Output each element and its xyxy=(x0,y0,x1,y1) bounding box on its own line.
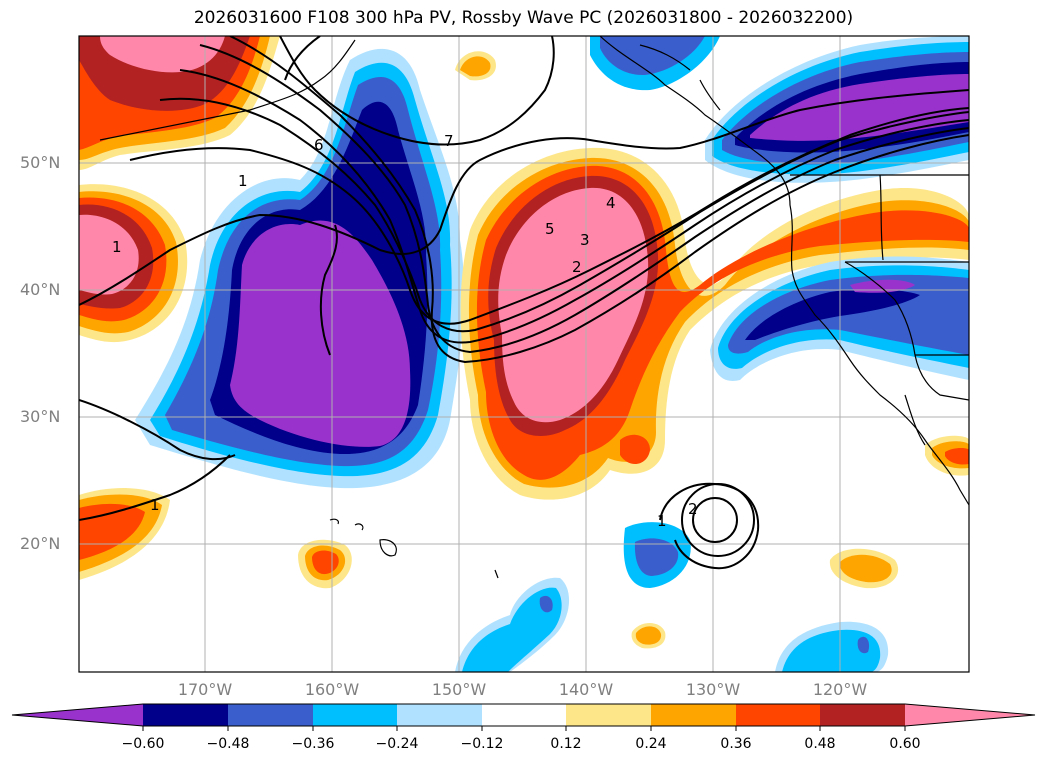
coastlines xyxy=(99,36,969,579)
colorbar-tick-label: 0.36 xyxy=(720,736,752,752)
lat-label-30n: 30°N xyxy=(20,407,61,426)
lat-label-20n: 20°N xyxy=(20,534,61,553)
lon-label-130w: 130°W xyxy=(685,680,741,699)
contour-label: 6 xyxy=(314,136,324,154)
map-title: 2026031600 F108 300 hPa PV, Rossby Wave … xyxy=(193,8,854,28)
lat-label-40n: 40°N xyxy=(20,280,61,299)
contour-label: 1 xyxy=(112,238,122,256)
contour-label: 4 xyxy=(606,194,616,212)
contour-label: 1 xyxy=(150,496,160,514)
contour-labels: 1 1 1 7 6 5 4 3 2 2 1 xyxy=(112,132,698,530)
contour-label: 2 xyxy=(688,500,698,518)
lon-label-160w: 160°W xyxy=(304,680,360,699)
colorbar-tick-label: 0.60 xyxy=(889,736,921,752)
map-frame xyxy=(78,35,970,673)
lon-label-140w: 140°W xyxy=(558,680,614,699)
north-america-coast xyxy=(599,36,969,506)
map-gridlines xyxy=(79,36,969,672)
contour-label: 7 xyxy=(444,132,454,150)
contour-label: 1 xyxy=(657,512,667,530)
colorbar-tick-label: 0.24 xyxy=(635,736,667,752)
colorbar-tick-label: 0.12 xyxy=(550,736,582,752)
lon-label-150w: 150°W xyxy=(431,680,487,699)
rossby-wave-contours xyxy=(79,36,969,570)
colorbar-tick-label: −0.48 xyxy=(206,736,250,752)
colorbar xyxy=(11,703,1036,731)
colorbar-tick-label: 0.48 xyxy=(804,736,836,752)
colorbar-tick-label: −0.12 xyxy=(460,736,504,752)
contour-label: 5 xyxy=(545,220,555,238)
colorbar-tick-label: −0.36 xyxy=(291,736,335,752)
colorbar-tick-label: −0.24 xyxy=(375,736,419,752)
contour-label: 3 xyxy=(580,231,590,249)
contour-label: 1 xyxy=(238,172,248,190)
pv-anomaly-fill xyxy=(79,36,969,672)
lon-label-170w: 170°W xyxy=(177,680,233,699)
lat-label-50n: 50°N xyxy=(20,153,61,172)
colorbar-tick-label: −0.60 xyxy=(121,736,165,752)
contour-label: 2 xyxy=(572,258,582,276)
lon-label-120w: 120°W xyxy=(812,680,868,699)
